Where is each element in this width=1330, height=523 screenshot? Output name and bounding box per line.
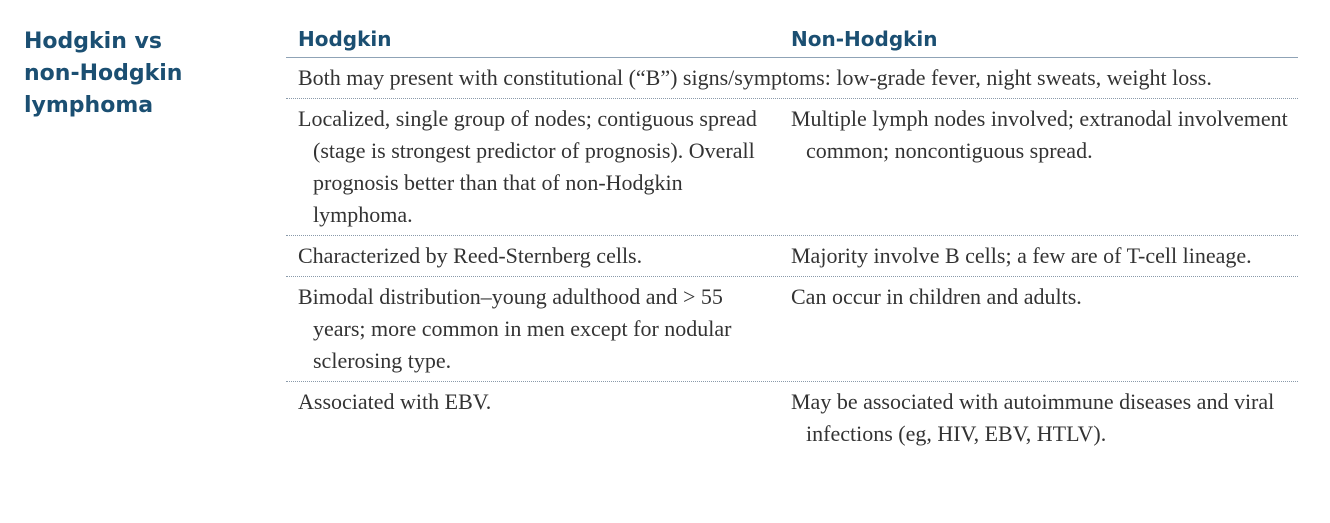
hodgkin-cell: Associated with EBV. (298, 389, 492, 414)
table-row: Localized, single group of nodes; contig… (286, 99, 1298, 236)
section-title-line-1: Hodgkin vs (24, 29, 162, 54)
comparison-table: Hodgkin Non-Hodgkin Both may present wit… (286, 22, 1298, 454)
column-header-non-hodgkin: Non-Hodgkin (791, 27, 938, 51)
table-row: Bimodal distribution–young adulthood and… (286, 277, 1298, 382)
hodgkin-cell: Localized, single group of nodes; contig… (298, 106, 757, 227)
non-hodgkin-cell: Can occur in children and adults. (791, 284, 1082, 309)
hodgkin-cell: Bimodal distribution–young adulthood and… (298, 284, 732, 373)
section-title-line-3: lymphoma (24, 93, 154, 118)
section-title-line-2: non-Hodgkin (24, 61, 183, 86)
column-header-hodgkin: Hodgkin (298, 27, 392, 51)
table-row: Associated with EBV. May be associated w… (286, 382, 1298, 454)
table-header: Hodgkin Non-Hodgkin (286, 22, 1298, 58)
non-hodgkin-cell: Majority involve B cells; a few are of T… (791, 243, 1252, 268)
table-row: Characterized by Reed-Sternberg cells. M… (286, 236, 1298, 277)
table-row-shared: Both may present with constitutional (“B… (286, 58, 1298, 99)
non-hodgkin-cell: May be associated with autoimmune diseas… (791, 389, 1275, 446)
non-hodgkin-cell: Multiple lymph nodes involved; extranoda… (791, 106, 1288, 163)
section-title: Hodgkin vs non-Hodgkin lymphoma (24, 26, 244, 122)
shared-cell: Both may present with constitutional (“B… (298, 65, 1212, 90)
hodgkin-cell: Characterized by Reed-Sternberg cells. (298, 243, 643, 268)
